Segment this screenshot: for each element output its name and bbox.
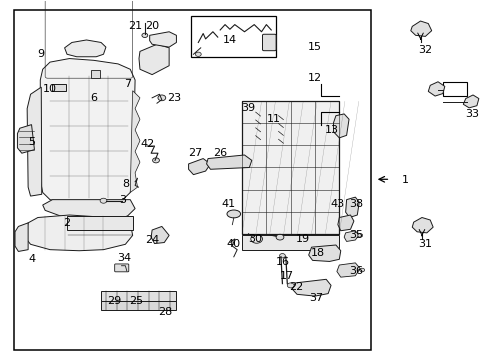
Text: 40: 40 (226, 239, 241, 249)
Text: 34: 34 (117, 253, 131, 263)
Bar (442, 82, 466, 96)
Polygon shape (139, 44, 169, 75)
Text: 23: 23 (166, 93, 181, 103)
Polygon shape (25, 215, 132, 251)
Bar (14, 10, 370, 350)
Text: 36: 36 (348, 266, 363, 276)
Polygon shape (344, 231, 358, 242)
Circle shape (359, 268, 364, 272)
Text: 7: 7 (124, 78, 131, 89)
Text: 24: 24 (145, 235, 159, 245)
Text: 39: 39 (241, 103, 255, 113)
Text: 25: 25 (129, 296, 143, 306)
Circle shape (276, 234, 284, 240)
Polygon shape (333, 114, 348, 138)
FancyBboxPatch shape (262, 34, 276, 51)
Polygon shape (462, 95, 478, 108)
Circle shape (357, 234, 362, 237)
Text: 33: 33 (464, 109, 478, 119)
Bar (101, 291, 176, 301)
Bar (242, 235, 339, 249)
Polygon shape (15, 223, 28, 251)
Polygon shape (336, 263, 360, 277)
Text: 1: 1 (401, 175, 407, 185)
Bar (52, 84, 66, 91)
Text: 28: 28 (158, 307, 172, 317)
Bar (67, 216, 132, 230)
Text: 14: 14 (223, 35, 237, 45)
Text: 19: 19 (295, 234, 309, 244)
Text: 30: 30 (248, 234, 262, 244)
Polygon shape (64, 40, 106, 57)
Bar (101, 301, 176, 310)
Text: 4: 4 (28, 253, 35, 264)
Polygon shape (149, 32, 176, 47)
Text: 29: 29 (107, 296, 122, 306)
Polygon shape (188, 158, 210, 175)
Circle shape (158, 95, 165, 101)
Text: 31: 31 (418, 239, 431, 249)
Text: 38: 38 (348, 199, 363, 209)
Text: 26: 26 (213, 148, 227, 158)
Text: 27: 27 (187, 148, 202, 158)
Circle shape (152, 158, 159, 163)
Text: 43: 43 (330, 199, 344, 209)
Circle shape (100, 198, 107, 203)
Polygon shape (410, 21, 431, 36)
Polygon shape (42, 200, 135, 223)
Text: 15: 15 (307, 42, 321, 52)
Polygon shape (206, 155, 251, 169)
Polygon shape (427, 82, 444, 96)
Text: 35: 35 (348, 230, 363, 240)
Text: 3: 3 (119, 195, 126, 204)
Text: 17: 17 (280, 271, 294, 282)
Polygon shape (40, 59, 135, 204)
Text: 11: 11 (266, 114, 280, 124)
Text: 8: 8 (122, 179, 129, 189)
Text: 13: 13 (325, 125, 338, 135)
Circle shape (142, 33, 147, 37)
Bar (191, 16, 276, 57)
Circle shape (287, 283, 293, 288)
Text: 18: 18 (310, 248, 324, 258)
Text: 6: 6 (90, 93, 97, 103)
Polygon shape (345, 197, 359, 217)
Bar (242, 102, 339, 234)
Text: 20: 20 (145, 21, 159, 31)
Text: 41: 41 (222, 199, 236, 209)
Text: 5: 5 (28, 138, 35, 148)
Text: 22: 22 (289, 282, 303, 292)
Polygon shape (291, 279, 330, 296)
Circle shape (195, 52, 201, 57)
Text: 32: 32 (417, 45, 431, 55)
Polygon shape (130, 91, 140, 193)
Polygon shape (151, 226, 169, 244)
Text: 10: 10 (43, 84, 57, 94)
Circle shape (279, 253, 285, 258)
Text: 37: 37 (309, 293, 323, 303)
Text: 2: 2 (63, 218, 70, 228)
Text: 9: 9 (38, 49, 45, 59)
FancyBboxPatch shape (115, 264, 128, 272)
Polygon shape (18, 125, 34, 153)
Text: 12: 12 (307, 73, 322, 83)
Polygon shape (308, 245, 340, 261)
Ellipse shape (226, 210, 240, 218)
Bar (91, 70, 100, 78)
Text: 16: 16 (275, 257, 289, 267)
Polygon shape (27, 87, 41, 196)
Polygon shape (411, 217, 432, 233)
Polygon shape (337, 215, 353, 231)
Text: 21: 21 (128, 21, 142, 31)
Text: 42: 42 (140, 139, 154, 149)
